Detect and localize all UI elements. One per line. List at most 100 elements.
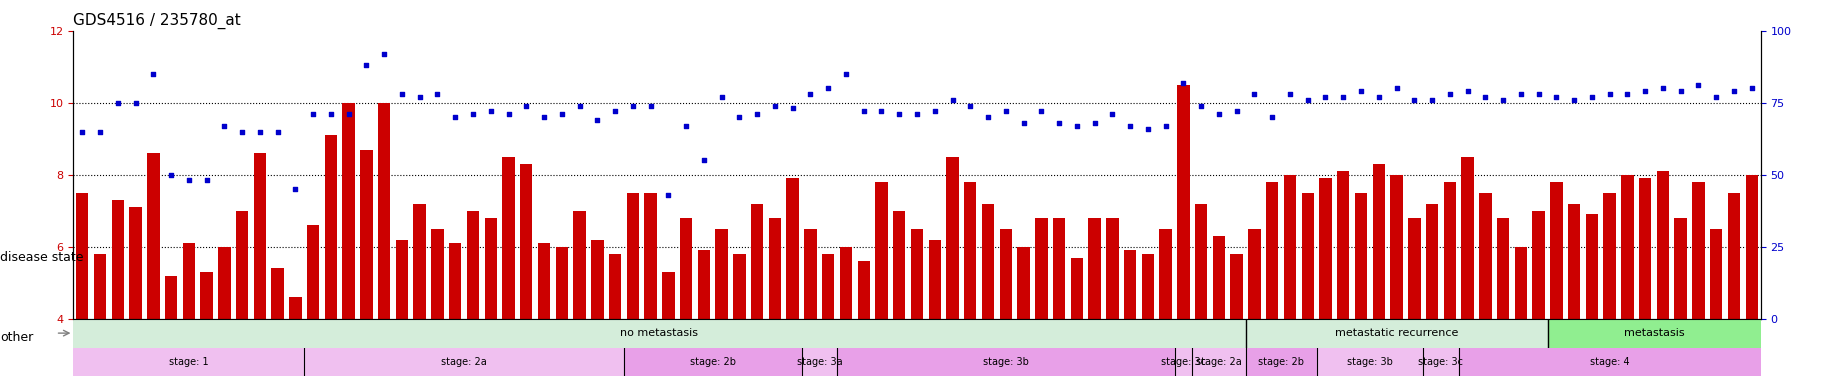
Text: stage: 4: stage: 4 (1590, 357, 1629, 367)
Bar (396, 240, 409, 384)
Bar (697, 250, 710, 384)
Point (1577, 94, 1607, 100)
Point (1471, 94, 1500, 100)
Point (315, 111, 345, 117)
Point (193, 177, 222, 184)
Point (690, 157, 719, 163)
Point (477, 108, 506, 114)
Bar (1018, 247, 1029, 384)
Point (706, 94, 735, 100)
Bar (1355, 193, 1366, 384)
Bar (1249, 229, 1260, 384)
Point (778, 105, 807, 111)
Bar (253, 153, 266, 384)
Point (1506, 91, 1535, 97)
Point (1009, 120, 1038, 126)
Point (1221, 108, 1251, 114)
Point (814, 85, 844, 91)
Bar (359, 149, 372, 384)
Bar (200, 272, 213, 384)
Point (1168, 79, 1198, 86)
Bar (1372, 164, 1385, 384)
Point (156, 172, 185, 178)
Bar (1497, 218, 1509, 384)
Bar (1640, 178, 1651, 384)
Bar (1284, 175, 1297, 384)
Point (1665, 88, 1695, 94)
Point (1115, 123, 1144, 129)
Point (68, 128, 97, 134)
Bar (1409, 218, 1421, 384)
Bar (893, 211, 906, 384)
Point (262, 128, 292, 134)
Bar (836, 348, 1174, 376)
Bar (965, 182, 976, 384)
Point (387, 91, 416, 97)
Point (636, 103, 666, 109)
Bar (1728, 193, 1740, 384)
Bar (1480, 193, 1491, 384)
Point (1381, 85, 1410, 91)
Point (1559, 97, 1588, 103)
Bar (1425, 204, 1438, 384)
Point (1346, 88, 1376, 94)
Bar (1586, 214, 1597, 384)
Point (352, 62, 381, 68)
Bar (1423, 348, 1458, 376)
Text: stage: 3b: stage: 3b (983, 357, 1029, 367)
Point (530, 114, 559, 120)
Bar (521, 164, 532, 384)
Point (1311, 94, 1341, 100)
Bar (237, 211, 248, 384)
Bar (858, 261, 869, 384)
Bar (1302, 193, 1313, 384)
Bar (680, 218, 691, 384)
Bar (73, 348, 304, 376)
Bar (1548, 319, 1761, 348)
Bar (734, 254, 746, 384)
Text: stage: 3c: stage: 3c (1418, 357, 1464, 367)
Text: stage: 2a: stage: 2a (442, 357, 488, 367)
Point (671, 123, 701, 129)
Point (512, 103, 541, 109)
Point (1258, 114, 1287, 120)
Text: stage: 3b: stage: 3b (1346, 357, 1392, 367)
Point (227, 128, 257, 134)
Bar (591, 240, 603, 384)
Point (458, 111, 488, 117)
Bar (1106, 218, 1119, 384)
Bar (290, 297, 301, 384)
Point (493, 111, 523, 117)
Point (299, 111, 328, 117)
Point (937, 97, 967, 103)
Point (1596, 91, 1625, 97)
Point (1702, 94, 1731, 100)
Bar (1143, 254, 1154, 384)
Text: stage: 1: stage: 1 (169, 357, 209, 367)
Bar (624, 348, 801, 376)
Bar (644, 193, 657, 384)
Bar (609, 254, 622, 384)
Bar (840, 247, 853, 384)
Point (831, 71, 860, 77)
Bar (304, 348, 624, 376)
Bar (768, 218, 781, 384)
Point (209, 123, 238, 129)
Point (761, 103, 790, 109)
Point (1099, 111, 1128, 117)
Bar (1124, 250, 1137, 384)
Bar (1000, 229, 1012, 384)
Bar (1443, 182, 1456, 384)
Bar (413, 204, 425, 384)
Bar (662, 272, 675, 384)
Point (1649, 85, 1678, 91)
Bar (822, 254, 834, 384)
Bar (1603, 193, 1616, 384)
Bar (715, 229, 728, 384)
Bar (574, 211, 585, 384)
Bar (1212, 236, 1225, 384)
Bar (1319, 178, 1331, 384)
Point (724, 114, 754, 120)
Bar (1053, 218, 1066, 384)
Bar (1568, 204, 1581, 384)
